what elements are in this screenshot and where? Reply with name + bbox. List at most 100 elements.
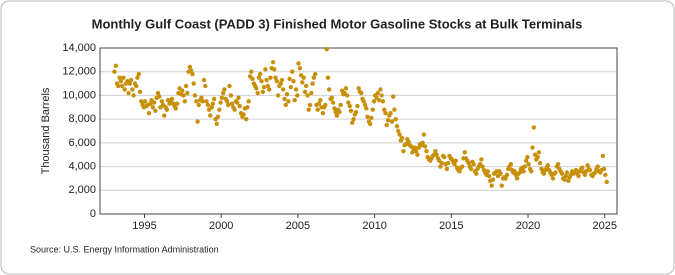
data-point (541, 171, 547, 176)
data-point (217, 107, 222, 112)
data-point (394, 124, 400, 129)
data-point (249, 69, 254, 74)
data-point (512, 169, 517, 174)
data-point (131, 93, 136, 98)
data-point (462, 150, 468, 155)
data-point (128, 77, 134, 83)
data-point (396, 128, 401, 134)
data-point (174, 101, 180, 106)
data-point (194, 99, 199, 104)
data-point (201, 77, 207, 83)
data-point (301, 75, 306, 80)
data-point (392, 107, 397, 112)
data-point (134, 83, 139, 89)
data-point (113, 63, 119, 68)
data-point (338, 102, 343, 108)
y-tick-label: 2,000 (68, 184, 96, 196)
data-point (384, 122, 389, 128)
data-point (361, 99, 366, 104)
data-point (521, 169, 526, 174)
data-point (288, 84, 294, 90)
data-point (382, 107, 387, 112)
data-point (181, 93, 186, 98)
data-point (265, 83, 271, 89)
data-point (603, 172, 608, 178)
data-point (150, 105, 155, 110)
data-point (466, 160, 471, 166)
data-point (564, 170, 570, 175)
data-point (142, 99, 148, 104)
data-point (209, 105, 214, 110)
data-point (303, 83, 309, 89)
data-point (192, 93, 198, 98)
data-point (503, 176, 508, 181)
data-point (112, 69, 117, 74)
data-point (148, 101, 153, 106)
data-point (267, 87, 272, 92)
data-point (504, 172, 510, 178)
data-point (130, 87, 135, 92)
data-point (359, 90, 364, 96)
data-point (226, 102, 231, 108)
data-point (350, 120, 355, 125)
data-point (326, 87, 332, 92)
data-point (563, 173, 568, 179)
data-point (318, 97, 323, 103)
data-point (250, 76, 255, 82)
data-point (375, 90, 381, 96)
data-point (380, 99, 386, 104)
data-point (118, 79, 124, 84)
data-point (479, 157, 484, 162)
data-point (191, 81, 196, 86)
data-point (424, 148, 429, 154)
data-point (215, 114, 221, 119)
data-point (383, 111, 388, 116)
data-point (282, 96, 287, 102)
data-point (526, 162, 531, 167)
data-point (389, 119, 395, 124)
data-point (413, 148, 419, 154)
data-point (273, 75, 278, 80)
data-point (313, 71, 318, 77)
data-point (264, 77, 269, 83)
data-point (173, 106, 178, 111)
data-point (580, 165, 585, 170)
data-point (278, 81, 283, 86)
data-point (302, 89, 308, 95)
x-tick-label: 1995 (132, 220, 156, 232)
data-point (562, 177, 567, 182)
data-point (343, 86, 349, 91)
data-point (297, 65, 303, 71)
data-point (256, 75, 262, 80)
data-point (309, 90, 314, 96)
data-point (337, 109, 342, 115)
data-point (315, 107, 320, 112)
data-point (537, 160, 543, 166)
data-point (550, 176, 556, 181)
data-point (200, 99, 205, 104)
y-tick-label: 12,000 (62, 66, 96, 78)
data-point (257, 71, 263, 77)
data-point (370, 107, 375, 112)
data-point (237, 103, 242, 109)
data-point (593, 170, 598, 175)
data-point (348, 108, 354, 114)
data-point (324, 46, 329, 52)
data-point (151, 100, 157, 105)
data-point (442, 154, 447, 160)
data-point (460, 164, 465, 169)
data-point (471, 162, 476, 167)
data-point (246, 99, 251, 104)
data-point (236, 95, 241, 101)
data-point (367, 121, 373, 127)
x-tick-label: 2010 (362, 220, 386, 232)
data-point (535, 154, 540, 160)
data-point (325, 75, 331, 80)
data-point (263, 67, 268, 72)
data-point (255, 90, 260, 96)
data-point (162, 113, 167, 118)
data-point (291, 79, 296, 84)
